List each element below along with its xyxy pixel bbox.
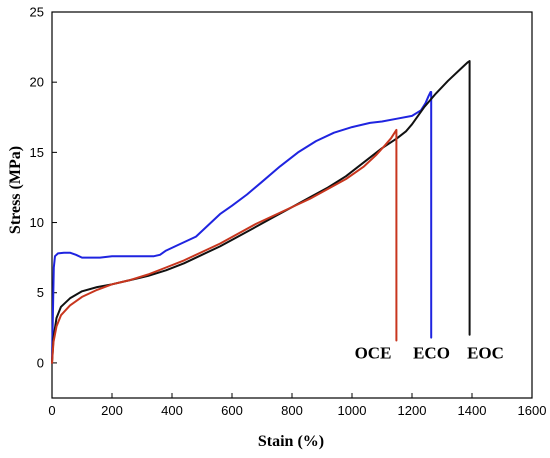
y-tick-label: 0 bbox=[37, 355, 44, 370]
x-tick-label: 0 bbox=[48, 403, 55, 418]
series-layer bbox=[51, 60, 471, 364]
y-tick-label: 15 bbox=[30, 145, 44, 160]
series-line-eoc bbox=[51, 60, 471, 364]
x-axis-title: Stain (%) bbox=[258, 433, 324, 450]
y-tick-label: 5 bbox=[37, 285, 44, 300]
x-tick-label: 600 bbox=[221, 403, 243, 418]
x-tick-label: 800 bbox=[281, 403, 303, 418]
series-label-oce: OCE bbox=[355, 344, 392, 363]
series-line-oce bbox=[51, 128, 398, 364]
series-line-eco bbox=[51, 91, 433, 364]
x-tick-label: 400 bbox=[161, 403, 183, 418]
series-label-eco: ECO bbox=[413, 344, 450, 363]
x-tick-label: 1000 bbox=[338, 403, 367, 418]
y-tick-label: 20 bbox=[30, 75, 44, 90]
y-axis-title: Stress (MPa) bbox=[7, 146, 24, 234]
y-tick-label: 10 bbox=[30, 215, 44, 230]
y-tick-label: 25 bbox=[30, 5, 44, 20]
x-tick-label: 1400 bbox=[458, 403, 487, 418]
annotation-layer: OCE ECO EOC bbox=[355, 344, 504, 363]
x-tick-label: 1200 bbox=[398, 403, 427, 418]
x-axis: 0 200 400 600 800 1000 1200 1400 1600 bbox=[48, 393, 546, 418]
series-label-eoc: EOC bbox=[467, 344, 504, 363]
x-tick-label: 1600 bbox=[518, 403, 547, 418]
y-axis: 0 5 10 15 20 25 bbox=[30, 5, 57, 370]
x-tick-label: 200 bbox=[101, 403, 123, 418]
